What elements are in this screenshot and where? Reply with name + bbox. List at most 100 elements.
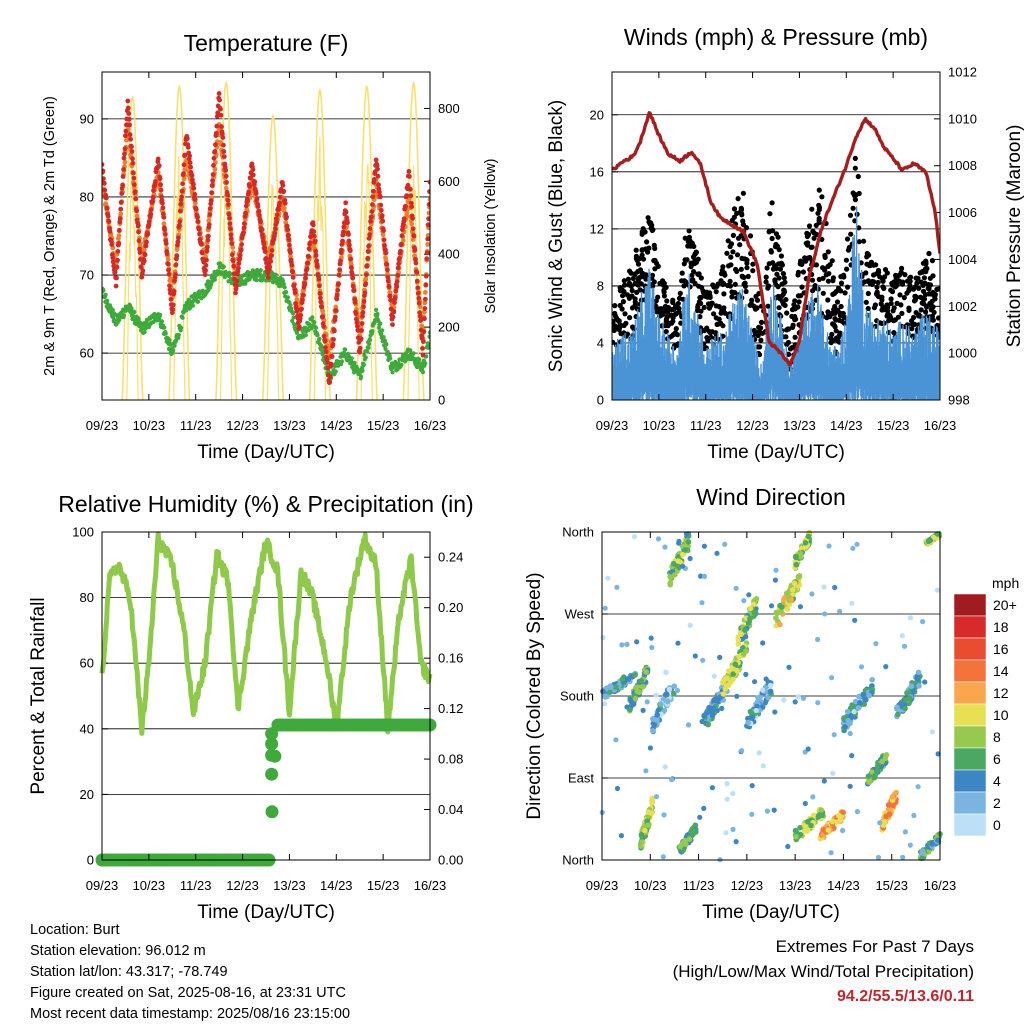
direction-point [649, 810, 655, 816]
gust-point [749, 298, 754, 303]
td-point [129, 306, 133, 310]
direction-point [797, 573, 803, 579]
t2m-point [193, 197, 198, 202]
td-point [375, 312, 379, 316]
direction-point [620, 676, 626, 682]
t2m-point [109, 242, 114, 247]
t2m-point [174, 262, 179, 267]
direction-point [608, 684, 614, 690]
gust-point [662, 293, 667, 298]
gust-point [622, 311, 627, 316]
t9m-point [381, 232, 386, 237]
winds-xtick-label: 13/23 [783, 418, 816, 433]
gust-point [805, 234, 810, 239]
temperature-plot-area [100, 83, 433, 400]
t2m-point [123, 146, 128, 151]
td-point [412, 351, 416, 355]
t2m-point [374, 158, 379, 163]
gust-point [741, 191, 746, 196]
t2m-point [348, 257, 353, 262]
direction-point [668, 580, 674, 586]
td-point [399, 363, 403, 367]
t2m-point [349, 265, 354, 270]
t2m-point [347, 239, 352, 244]
gust-point [895, 282, 900, 287]
gust-point [721, 291, 726, 296]
t2m-point [230, 252, 235, 257]
t2m-point [255, 196, 260, 201]
t2m-point [146, 232, 151, 237]
direction-point [790, 587, 796, 593]
t2m-point [130, 156, 135, 161]
direction-point [845, 709, 851, 715]
t2m-point [179, 195, 184, 200]
t2m-point [263, 249, 268, 254]
gust-point [838, 288, 843, 293]
gust-point [770, 228, 775, 233]
gust-point [734, 211, 739, 216]
t2m-point [211, 172, 216, 177]
gust-point [922, 297, 927, 302]
precip-point [266, 805, 279, 818]
t2m-point [217, 98, 222, 103]
gust-point [857, 239, 862, 244]
t2m-point [136, 230, 141, 235]
gust-point [630, 288, 635, 293]
t2m-point [175, 253, 180, 258]
t2m-point [331, 337, 336, 342]
winds-xtick-label: 09/23 [596, 418, 629, 433]
t2m-point [410, 216, 415, 221]
t2m-point [382, 237, 387, 242]
gust-point [791, 323, 796, 328]
gust-point [625, 292, 630, 297]
t2m-point [390, 322, 395, 327]
t2m-point [162, 227, 167, 232]
t2m-point [353, 300, 358, 305]
t2m-point [211, 163, 216, 168]
td-point [362, 363, 366, 367]
t2m-point [257, 209, 262, 214]
gust-point [729, 294, 734, 299]
t2m-point [133, 196, 138, 201]
t2m-point [415, 285, 420, 290]
gust-point [722, 273, 727, 278]
t2m-point [244, 211, 249, 216]
gust-point [645, 250, 650, 255]
t2m-point [334, 308, 339, 313]
humidity-ylabel: Percent & Total Rainfall [28, 597, 49, 794]
t2m-point [195, 215, 200, 220]
gust-point [623, 321, 628, 326]
gust-point [839, 304, 844, 309]
gust-point [676, 301, 681, 306]
t2m-point [330, 354, 335, 359]
t2m-point [138, 250, 143, 255]
gust-point [652, 246, 657, 251]
gust-point [799, 285, 804, 290]
t2m-point [116, 249, 121, 254]
t2m-point [340, 239, 345, 244]
t2m-point [239, 242, 244, 247]
temperature-y2tick-label: 200 [438, 320, 460, 335]
gust-point [735, 252, 740, 257]
humidity-ytick-label: 80 [80, 590, 94, 605]
t2m-point [107, 219, 112, 224]
winds-y2tick-label: 998 [948, 393, 970, 408]
t2m-point [119, 200, 124, 205]
gust-point [932, 294, 937, 299]
t2m-point [252, 179, 257, 184]
gust-point [731, 233, 736, 238]
td-point [158, 313, 162, 317]
gust-point [664, 298, 669, 303]
td-point [177, 333, 181, 337]
winds-y2tick-label: 1010 [948, 111, 977, 126]
t2m-point [273, 231, 278, 236]
gust-point [803, 259, 808, 264]
humidity-ytick-label: 20 [80, 787, 94, 802]
gust-point [819, 194, 824, 199]
gust-point [889, 301, 894, 306]
direction-point [672, 572, 678, 578]
t2m-point [176, 235, 181, 240]
gust-point [910, 321, 915, 326]
gust-point [744, 289, 749, 294]
temperature-y2tick-label: 0 [438, 393, 445, 408]
